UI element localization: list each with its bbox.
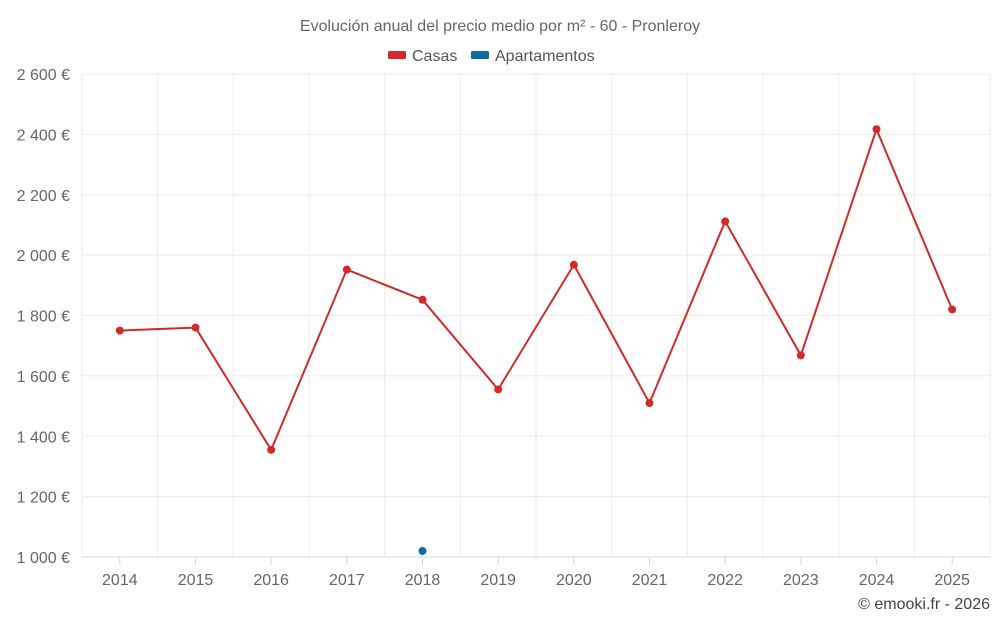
x-tick-label: 2022	[707, 572, 743, 589]
data-point-casas-2019	[494, 385, 503, 394]
x-tick-label: 2019	[480, 572, 516, 589]
series-line-casas	[119, 128, 954, 451]
data-point-casas-2014	[115, 326, 124, 335]
grid	[81, 73, 991, 557]
x-tick-label: 2017	[329, 572, 365, 589]
y-tick-label: 2 400 €	[17, 127, 70, 144]
y-tick-label: 1 600 €	[17, 369, 70, 386]
plot-area	[115, 125, 957, 555]
x-axis: 2014 2015 2016 2017 2018 2019 2020 2021 2022 2023…	[82, 556, 990, 589]
x-tick-label: 2016	[253, 572, 289, 589]
data-point-casas-2015	[191, 323, 200, 332]
y-tick-label: 1 200 €	[17, 490, 70, 507]
x-tick-label: 2024	[859, 572, 895, 589]
x-tick-label: 2014	[102, 572, 138, 589]
legend-label-casas: Casas	[412, 48, 457, 65]
chart-title: Evolución anual del precio medio por m² …	[300, 18, 700, 35]
x-tick-label: 2020	[556, 572, 592, 589]
data-point-casas-2016	[267, 445, 276, 454]
legend-swatch-casas	[388, 51, 406, 59]
data-point-casas-2023	[796, 351, 805, 360]
legend: Casas Apartamentos	[388, 48, 595, 65]
y-tick-label: 1 800 €	[17, 309, 70, 326]
legend-label-apartamentos: Apartamentos	[495, 48, 595, 65]
x-tick-label: 2021	[632, 572, 668, 589]
data-point-casas-2025	[948, 305, 957, 314]
data-point-casas-2022	[721, 217, 730, 226]
data-point-casas-2020	[569, 260, 578, 269]
y-axis: 1 000 € 1 200 € 1 400 € 1 600 € 1 800 € 2 000…	[17, 67, 70, 567]
x-tick-label: 2023	[783, 572, 819, 589]
y-tick-label: 2 000 €	[17, 248, 70, 265]
y-tick-label: 1 400 €	[17, 429, 70, 446]
credit-text: © emooki.fr - 2026	[858, 596, 990, 613]
x-tick-label: 2015	[178, 572, 214, 589]
x-tick-label: 2018	[405, 572, 441, 589]
y-tick-label: 2 600 €	[17, 67, 70, 84]
data-point-casas-2024	[872, 125, 881, 134]
x-tick-label: 2025	[934, 572, 970, 589]
data-point-casas-2018	[418, 295, 427, 304]
data-point-casas-2017	[342, 265, 351, 274]
y-tick-label: 2 200 €	[17, 188, 70, 205]
data-point-apartamentos-2018	[418, 546, 427, 555]
y-tick-label: 1 000 €	[17, 550, 70, 567]
legend-swatch-apartamentos	[471, 51, 489, 59]
data-point-casas-2021	[645, 399, 654, 408]
